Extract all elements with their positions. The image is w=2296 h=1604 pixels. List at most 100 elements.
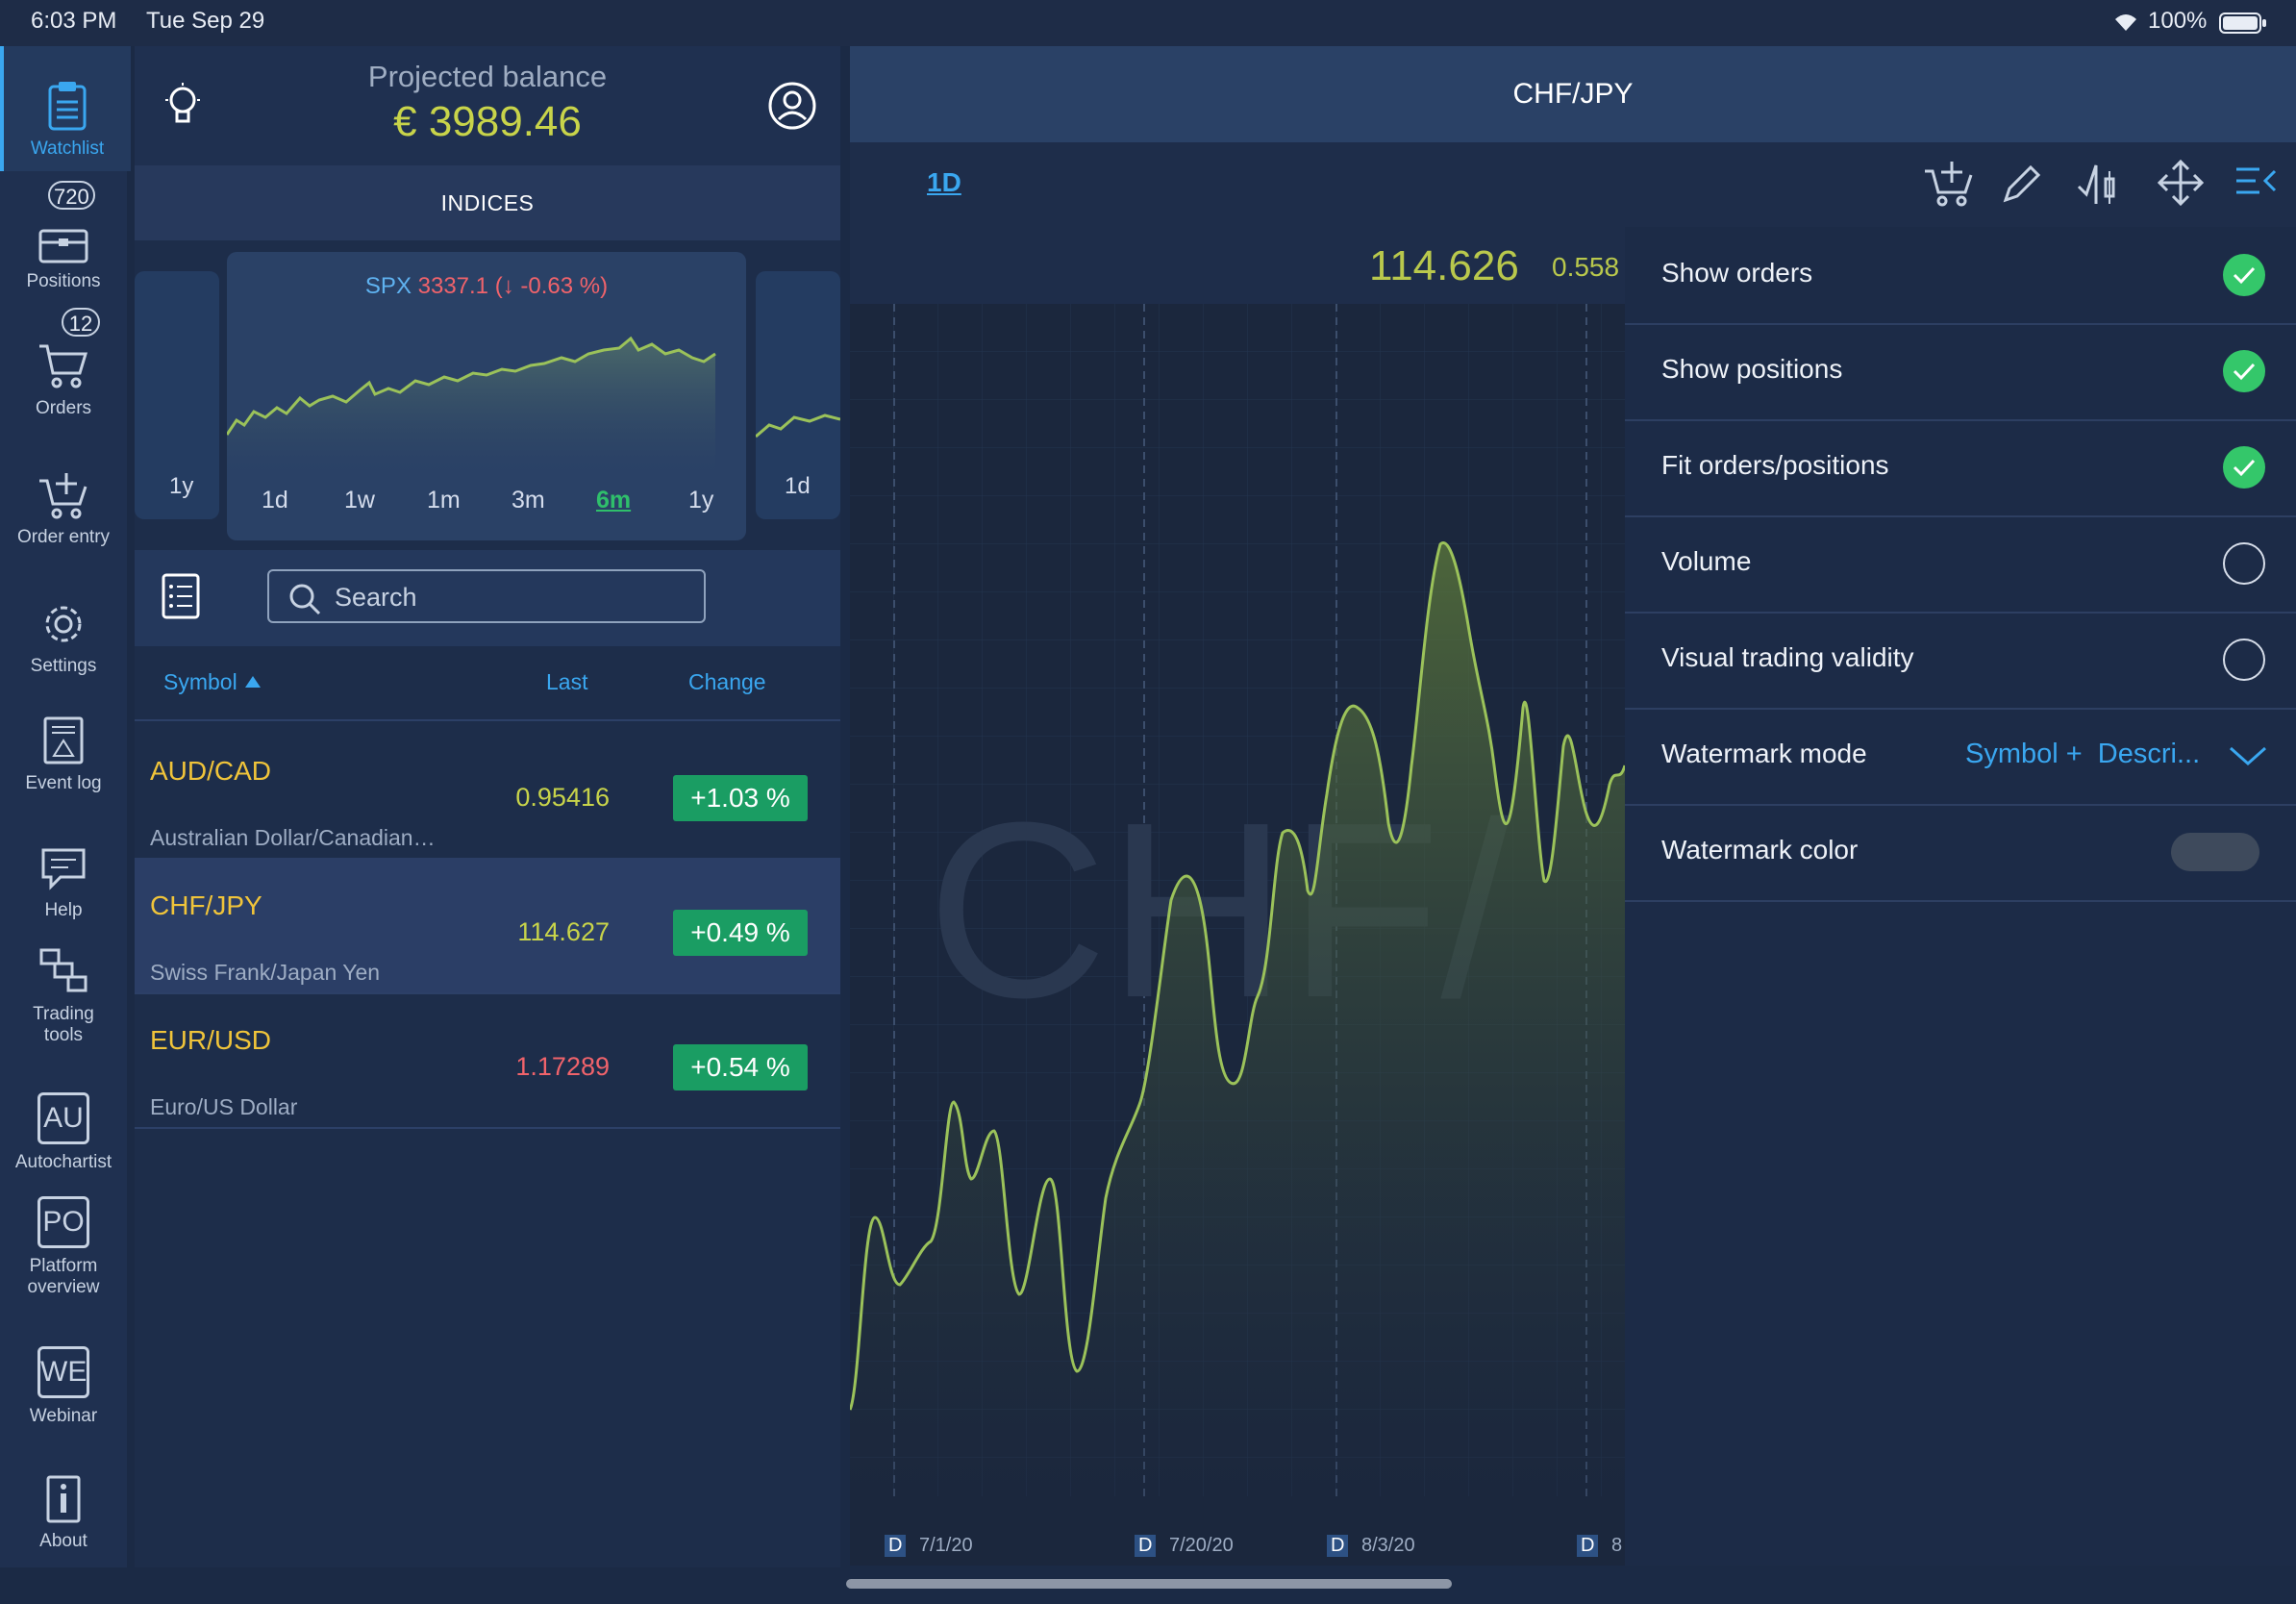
pencil-icon[interactable] bbox=[2000, 162, 2044, 206]
nav-help[interactable]: Help bbox=[0, 846, 127, 962]
date-marker: D bbox=[1135, 1535, 1157, 1557]
checkmark-icon[interactable] bbox=[2223, 350, 2265, 392]
column-last[interactable]: Last bbox=[546, 669, 588, 694]
index-quote: SPX 3337.1 (↓ -0.63 %) bbox=[227, 273, 746, 300]
unchecked-circle-icon[interactable] bbox=[2223, 542, 2265, 585]
divider bbox=[135, 719, 840, 721]
nav-orders[interactable]: 12 Orders bbox=[0, 308, 127, 431]
option-label: Watermark mode bbox=[1661, 739, 1867, 768]
nav-platform-overview[interactable]: PO Platform overview bbox=[0, 1196, 127, 1341]
battery-percent: 100% bbox=[2148, 8, 2208, 34]
row-description: Swiss Frank/Japan Yen bbox=[150, 960, 381, 985]
price-header: 114.626 0.558 bbox=[850, 227, 1625, 304]
nav-label: Webinar bbox=[29, 1406, 98, 1426]
nav-trading-tools[interactable]: Trading tools bbox=[0, 946, 127, 1081]
tab-3m[interactable]: 3m bbox=[512, 487, 545, 514]
search-icon bbox=[289, 584, 321, 615]
column-change[interactable]: Change bbox=[688, 669, 766, 694]
watermark-mode-value[interactable]: Symbol + Descri... bbox=[1965, 739, 2201, 769]
date-marker: D bbox=[1577, 1535, 1599, 1557]
row-change[interactable]: +1.03 % bbox=[673, 775, 808, 821]
index-card-next[interactable]: 1d bbox=[756, 271, 840, 519]
chart-area[interactable]: 114.626 0.558 CHF/ D 7/1/20 D 7/20/20 D … bbox=[850, 227, 1625, 1566]
option-watermark-mode[interactable]: Watermark mode Symbol + Descri... bbox=[1625, 708, 2296, 806]
cart-plus-icon bbox=[39, 473, 87, 519]
watermark-color-swatch[interactable] bbox=[2171, 833, 2259, 871]
checkmark-icon[interactable] bbox=[2223, 254, 2265, 296]
indices-header[interactable]: INDICES bbox=[135, 165, 840, 240]
next-sparkline bbox=[756, 414, 840, 439]
search-row bbox=[135, 550, 840, 646]
row-change[interactable]: +0.54 % bbox=[673, 1044, 808, 1090]
option-fit-orders-positions[interactable]: Fit orders/positions bbox=[1625, 419, 2296, 517]
option-label: Visual trading validity bbox=[1661, 642, 1914, 672]
status-time: 6:03 PM bbox=[31, 8, 117, 34]
unchecked-circle-icon[interactable] bbox=[2223, 639, 2265, 681]
webinar-icon: WE bbox=[37, 1346, 89, 1398]
nav-webinar[interactable]: WE Webinar bbox=[0, 1346, 127, 1471]
nav-about[interactable]: About bbox=[0, 1473, 127, 1598]
nav-label: About bbox=[39, 1531, 87, 1551]
chart-toolbar: 1D bbox=[850, 142, 2296, 227]
indicator-icon[interactable] bbox=[2077, 160, 2125, 208]
nav-positions[interactable]: 720 Positions bbox=[0, 181, 127, 304]
nav-watchlist[interactable]: Watchlist bbox=[0, 46, 131, 171]
nav-settings[interactable]: Settings bbox=[0, 585, 127, 700]
option-show-positions[interactable]: Show positions bbox=[1625, 323, 2296, 421]
date-label: 7/20/20 bbox=[1169, 1535, 1234, 1556]
option-watermark-color[interactable]: Watermark color bbox=[1625, 804, 2296, 902]
table-row[interactable]: AUD/CAD 0.95416 +1.03 % Australian Dolla… bbox=[135, 723, 840, 860]
profile-icon[interactable] bbox=[767, 81, 817, 131]
status-date: Tue Sep 29 bbox=[146, 8, 265, 34]
event-log-icon bbox=[43, 716, 84, 764]
option-show-orders[interactable]: Show orders bbox=[1625, 227, 2296, 325]
option-visual-trading-validity[interactable]: Visual trading validity bbox=[1625, 612, 2296, 710]
index-value: 3337.1 bbox=[417, 273, 489, 299]
cart-plus-icon[interactable] bbox=[1923, 160, 1973, 208]
table-row[interactable]: EUR/USD 1.17289 +0.54 % Euro/US Dollar bbox=[135, 992, 840, 1129]
tab-1w[interactable]: 1w bbox=[344, 487, 375, 514]
tab-1m[interactable]: 1m bbox=[427, 487, 461, 514]
timeframe-button[interactable]: 1D bbox=[927, 167, 961, 197]
chevron-down-icon[interactable] bbox=[2229, 744, 2267, 767]
nav-label: Event log bbox=[25, 773, 102, 793]
tab-1y[interactable]: 1y bbox=[169, 473, 194, 499]
column-symbol[interactable]: Symbol bbox=[163, 669, 262, 695]
nav-label: Autochartist bbox=[14, 1152, 112, 1172]
briefcase-icon bbox=[38, 229, 88, 263]
chart-title: CHF/JPY bbox=[850, 46, 2296, 142]
chart-settings-panel: Show orders Show positions Fit orders/po… bbox=[1625, 227, 2296, 1566]
tab-1d[interactable]: 1d bbox=[785, 473, 811, 499]
search-input[interactable]: Search bbox=[267, 569, 706, 623]
cart-icon bbox=[39, 344, 88, 388]
index-change: (↓ -0.63 %) bbox=[494, 273, 609, 299]
lightbulb-icon[interactable] bbox=[162, 81, 204, 131]
nav-autochartist[interactable]: AU Autochartist bbox=[0, 1092, 127, 1217]
nav-label: Trading tools bbox=[33, 1004, 94, 1045]
tab-1d[interactable]: 1d bbox=[262, 487, 288, 514]
clipboard-icon bbox=[48, 82, 87, 131]
row-symbol: EUR/USD bbox=[150, 1025, 272, 1055]
row-change[interactable]: +0.49 % bbox=[673, 910, 808, 956]
table-row-selected[interactable]: CHF/JPY 114.627 +0.49 % Swiss Frank/Japa… bbox=[135, 858, 840, 994]
tab-1y[interactable]: 1y bbox=[688, 487, 714, 514]
nav-event-log[interactable]: Event log bbox=[0, 715, 127, 831]
option-volume[interactable]: Volume bbox=[1625, 515, 2296, 614]
tab-6m[interactable]: 6m bbox=[596, 487, 632, 514]
positions-badge: 720 bbox=[48, 181, 95, 210]
nav-label: Platform overview bbox=[27, 1256, 100, 1297]
search-placeholder: Search bbox=[335, 583, 417, 612]
nav-order-entry[interactable]: Order entry bbox=[0, 460, 127, 575]
index-card-spx[interactable]: SPX 3337.1 (↓ -0.63 %) 1d 1w 1m 3m 6m 1y bbox=[227, 252, 746, 540]
checkmark-icon[interactable] bbox=[2223, 446, 2265, 489]
nav-label: Help bbox=[44, 900, 83, 920]
option-label: Watermark color bbox=[1661, 835, 1859, 865]
date-label: 7/1/20 bbox=[919, 1535, 973, 1556]
row-description: Euro/US Dollar bbox=[150, 1094, 298, 1119]
list-icon[interactable] bbox=[162, 573, 200, 619]
index-card-prev[interactable]: 1y bbox=[135, 271, 219, 519]
home-indicator[interactable] bbox=[846, 1579, 1452, 1589]
move-icon[interactable] bbox=[2156, 158, 2206, 208]
option-label: Volume bbox=[1661, 546, 1752, 576]
chart-settings-icon[interactable] bbox=[2234, 165, 2279, 200]
